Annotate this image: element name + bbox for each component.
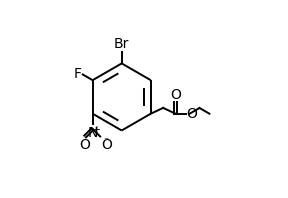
- Text: Br: Br: [114, 37, 129, 51]
- Text: O: O: [170, 88, 181, 102]
- Text: ⁻: ⁻: [103, 136, 109, 146]
- Text: F: F: [74, 68, 82, 81]
- Text: +: +: [92, 125, 101, 135]
- Text: O: O: [101, 138, 112, 152]
- Text: O: O: [80, 138, 90, 152]
- Text: N: N: [88, 126, 98, 140]
- Text: O: O: [187, 107, 198, 121]
